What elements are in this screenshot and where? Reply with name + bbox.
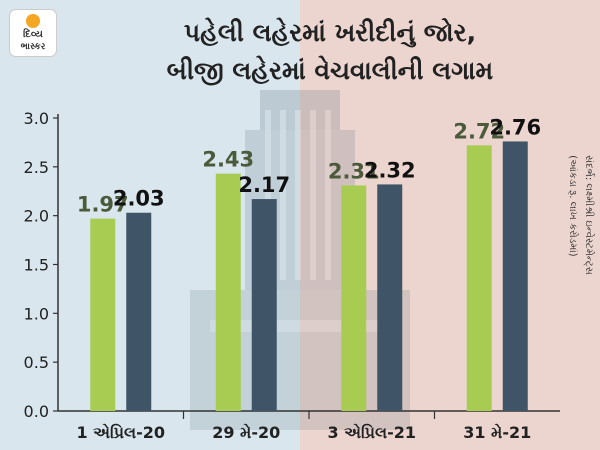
x-tick-label: 29 મે-20 (212, 422, 280, 442)
bar (341, 185, 367, 411)
bar (502, 141, 528, 411)
logo-line2: ભાસ્કર (20, 42, 46, 52)
y-tick-label: 1.5 (24, 256, 49, 275)
data-label: 2.32 (364, 158, 416, 182)
bar (466, 145, 492, 411)
y-tick-label: 1.0 (24, 304, 49, 323)
title-line2: બીજી લહેરમાં વેચવાલીની લગામ (166, 56, 494, 85)
sun-icon (26, 14, 40, 28)
x-tick-label: 3 એપ્રિલ-21 (327, 422, 416, 442)
data-label: 2.31 (328, 159, 380, 183)
data-label: 2.72 (453, 119, 505, 143)
source-line1: સંદર્ભ: લક્ષ્મીશ્રી ઇન્વેસ્ટમેન્ટ્સ (583, 155, 594, 275)
x-tick-label: 31 મે-21 (463, 422, 531, 442)
brand-logo: દિવ્ય ભાસ્કર (10, 10, 56, 56)
bar (251, 199, 277, 411)
bar (90, 218, 116, 411)
source-line2: (આંકડા રૂ. લાખ કરોડમાં) (567, 155, 578, 257)
y-tick-label: 0.5 (24, 353, 49, 372)
y-tick-label: 3.0 (24, 109, 49, 128)
data-label: 2.43 (202, 148, 254, 172)
source-note: સંદર્ભ: લક્ષ્મીશ્રી ઇન્વેસ્ટમેન્ટ્સ (આંક… (566, 155, 594, 275)
x-tick-label: 1 એપ્રિલ-20 (76, 422, 165, 442)
data-label: 1.97 (77, 193, 129, 217)
y-tick-label: 2.0 (24, 207, 49, 226)
title-line1: પહેલી લહેરમાં ખરીદીનું જોર, (183, 18, 477, 47)
y-tick-label: 0.0 (24, 402, 49, 421)
bar (215, 173, 241, 411)
bar (377, 184, 403, 411)
data-label: 2.76 (489, 115, 541, 139)
y-tick-label: 2.5 (24, 158, 49, 177)
bar (126, 212, 152, 411)
data-label: 2.03 (113, 187, 165, 211)
logo-line1: દિવ્ય (23, 29, 43, 40)
data-label: 2.17 (238, 173, 290, 197)
